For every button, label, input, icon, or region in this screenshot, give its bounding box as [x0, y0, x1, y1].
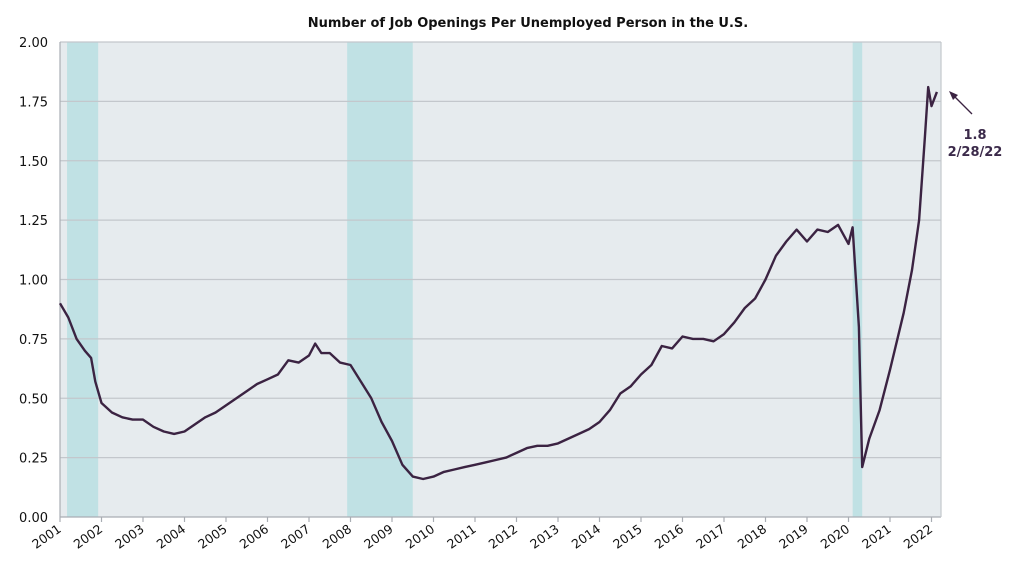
x-tick-label: 2016	[652, 521, 687, 552]
chart-title: Number of Job Openings Per Unemployed Pe…	[308, 16, 748, 31]
x-tick-label: 2003	[112, 521, 147, 552]
x-tick-label: 2022	[901, 521, 936, 552]
x-tick-label: 2011	[444, 521, 479, 552]
annotation-arrowhead-icon	[949, 91, 958, 100]
x-tick-label: 2010	[403, 521, 438, 552]
x-tick-label: 2021	[859, 521, 894, 552]
x-tick-label: 2017	[693, 521, 728, 552]
x-tick-label: 2020	[818, 521, 853, 552]
y-tick-label: 0.00	[19, 511, 48, 526]
y-tick-label: 1.75	[19, 95, 48, 110]
annotation: 1.8 2/28/22	[948, 91, 1003, 160]
x-tick-label: 2019	[776, 521, 811, 552]
x-tick-label: 2007	[278, 521, 313, 552]
series-line	[58, 85, 939, 481]
annotation-value: 1.8	[963, 128, 986, 143]
x-tick-label: 2013	[527, 521, 562, 552]
y-tick-label: 2.00	[19, 36, 48, 51]
x-tick-label: 2009	[361, 521, 396, 552]
y-tick-label: 1.50	[19, 155, 48, 170]
annotation-date: 2/28/22	[948, 145, 1003, 160]
x-tick-label: 2014	[569, 521, 604, 552]
x-tick-label: 2005	[195, 521, 230, 552]
x-tick-label: 2018	[735, 521, 770, 552]
x-tick-label: 2012	[486, 521, 521, 552]
x-tick-label: 2004	[154, 521, 189, 552]
x-tick-label: 2006	[237, 521, 272, 552]
x-tick-label: 2008	[320, 521, 355, 552]
y-tick-label: 1.25	[19, 214, 48, 229]
y-tick-label: 1.00	[19, 274, 48, 289]
x-tick-label: 2015	[610, 521, 645, 552]
y-tick-label: 0.25	[19, 452, 48, 467]
y-tick-label: 0.75	[19, 333, 48, 348]
y-tick-label: 0.50	[19, 392, 48, 407]
x-tick-label: 2002	[71, 521, 106, 552]
